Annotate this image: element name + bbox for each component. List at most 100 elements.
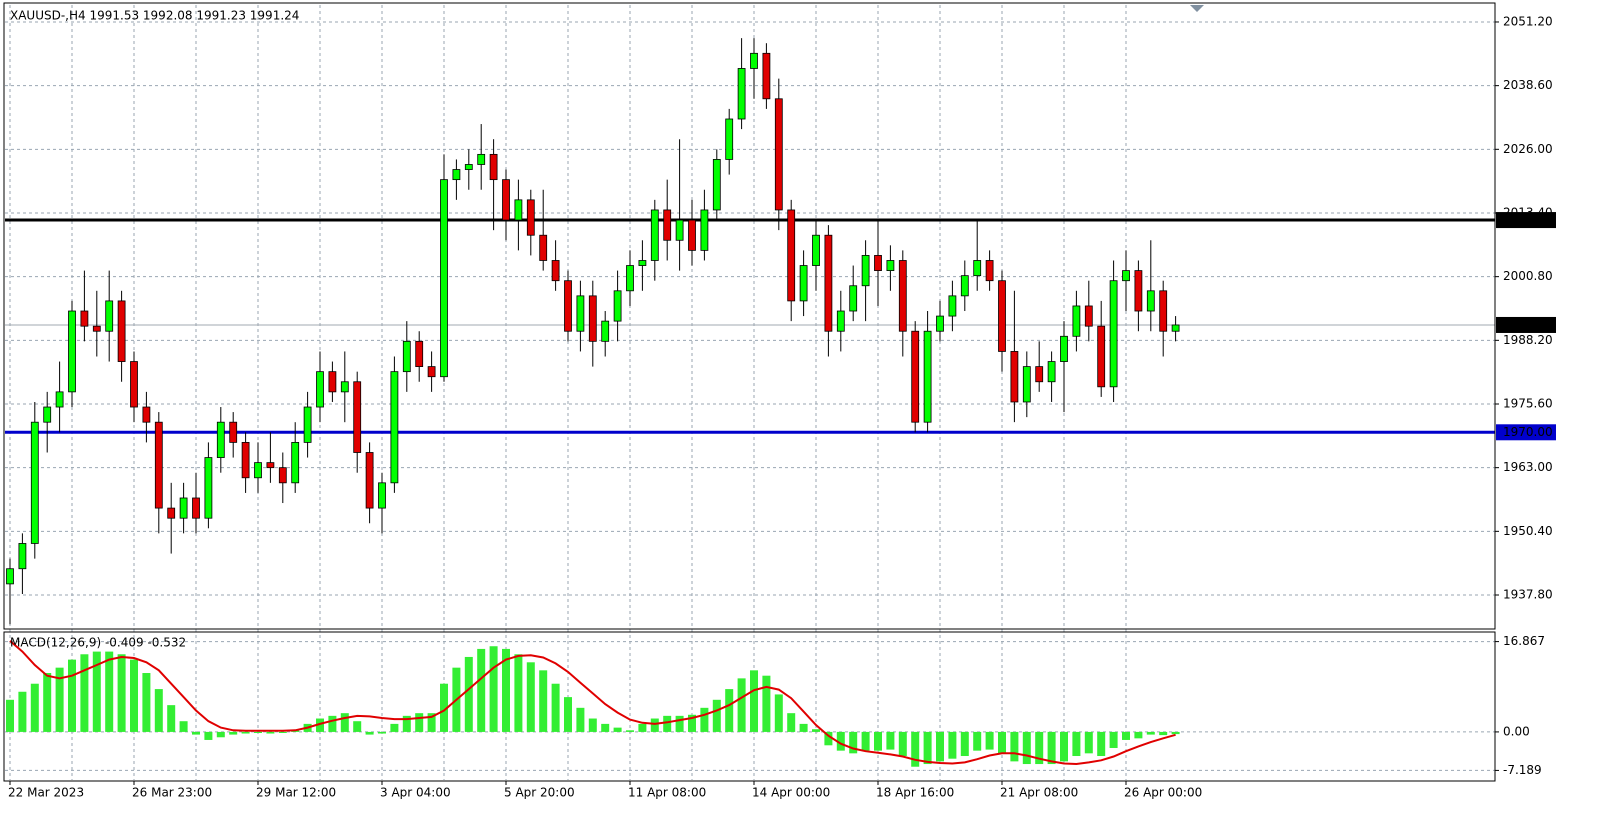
macd-bar xyxy=(142,673,151,732)
candle-body xyxy=(960,275,969,297)
x-tick-label: 11 Apr 08:00 xyxy=(628,786,706,800)
candle-body xyxy=(204,457,213,519)
candle-body xyxy=(936,315,944,332)
candle-body xyxy=(328,371,337,393)
macd-bar xyxy=(179,721,188,732)
macd-bar xyxy=(762,675,771,732)
candle-body xyxy=(415,340,424,368)
candle-body xyxy=(613,290,622,322)
shift-marker xyxy=(1190,5,1204,12)
price-label-box xyxy=(1496,424,1556,441)
candle-body xyxy=(303,406,312,443)
candle-body xyxy=(1159,290,1168,332)
macd-bar xyxy=(799,723,808,732)
macd-bar xyxy=(1060,731,1068,762)
macd-bar xyxy=(340,713,349,732)
candle-body xyxy=(6,568,14,585)
macd-bar xyxy=(812,729,820,732)
macd-bar xyxy=(712,699,721,732)
x-tick-label: 21 Apr 08:00 xyxy=(1000,786,1078,800)
price-label: 2012.00 xyxy=(1503,213,1553,227)
candle-body xyxy=(923,330,932,423)
x-tick-label: 22 Mar 2023 xyxy=(8,786,84,800)
candle-body xyxy=(92,325,101,332)
macd-bar xyxy=(6,699,14,732)
macd-bar xyxy=(613,727,622,732)
candle-body xyxy=(799,265,808,302)
macd-bar xyxy=(787,713,796,732)
candle-body xyxy=(43,406,52,423)
macd-bar xyxy=(192,731,200,735)
macd-bar xyxy=(774,694,783,732)
macd-bar xyxy=(167,705,176,732)
x-tick-label: 26 Mar 23:00 xyxy=(132,786,212,800)
candle-body xyxy=(551,260,560,282)
candle-body xyxy=(30,421,39,544)
macd-bar xyxy=(688,714,696,732)
macd-bar xyxy=(998,731,1006,754)
macd-bar xyxy=(18,691,27,732)
macd-bar xyxy=(427,713,436,732)
macd-bar xyxy=(911,731,920,767)
candle-body xyxy=(55,391,64,408)
macd-bar xyxy=(266,731,275,734)
candle-body xyxy=(390,371,399,484)
candle-body xyxy=(1084,305,1093,327)
candle-body xyxy=(998,280,1006,352)
macd-bar xyxy=(316,718,324,732)
macd-bar xyxy=(849,731,858,754)
price-label: 1970.00 xyxy=(1503,425,1553,439)
macd-bar xyxy=(737,678,746,732)
macd-bar xyxy=(1010,731,1019,762)
macd-bar xyxy=(588,718,597,732)
candle-body xyxy=(489,153,498,181)
candle-body xyxy=(254,462,262,479)
candle-body xyxy=(1134,270,1143,312)
candle-body xyxy=(452,169,461,181)
chart-title: XAUUSD-,H4 1991.53 1992.08 1991.23 1991.… xyxy=(10,9,299,23)
candle-body xyxy=(737,68,746,120)
candle-body xyxy=(502,179,510,221)
macd-bar xyxy=(650,718,659,732)
x-tick-label: 3 Apr 04:00 xyxy=(380,786,451,800)
candle-body xyxy=(154,421,163,509)
macd-bar xyxy=(254,731,262,733)
candle-body xyxy=(216,421,225,458)
macd-bar xyxy=(328,715,337,732)
y-tick-label: 2051.20 xyxy=(1503,14,1553,28)
macd-bar xyxy=(1171,731,1180,735)
candle-body xyxy=(849,285,858,312)
macd-bar xyxy=(390,723,399,732)
candle-body xyxy=(1035,366,1044,383)
candle-body xyxy=(861,255,870,287)
macd-bar xyxy=(229,731,238,735)
macd-bar xyxy=(514,654,523,732)
macd-bar xyxy=(1097,731,1106,757)
candle-body xyxy=(68,310,76,393)
macd-bar xyxy=(68,659,76,732)
macd-bar xyxy=(861,731,870,751)
candle-body xyxy=(1146,290,1155,312)
candle-body xyxy=(440,179,448,378)
macd-bar xyxy=(564,697,572,732)
macd-pane-border xyxy=(3,631,1496,782)
price-label-box xyxy=(1496,212,1556,229)
candle-body xyxy=(576,295,585,332)
candle-body xyxy=(812,234,820,266)
macd-bar xyxy=(725,689,734,732)
x-tick-label: 18 Apr 16:00 xyxy=(876,786,954,800)
macd-bar xyxy=(663,715,672,732)
macd-bar xyxy=(1122,731,1130,740)
candle-body xyxy=(179,497,188,519)
macd-bar xyxy=(464,656,473,732)
candle-body xyxy=(836,310,845,332)
macd-bar xyxy=(502,648,510,732)
macd-bar xyxy=(551,683,560,732)
candle-body xyxy=(638,260,647,266)
candle-body xyxy=(1022,366,1031,403)
macd-bar xyxy=(402,715,411,732)
price-label: 1991.24 xyxy=(1503,317,1553,331)
macd-bar xyxy=(241,731,250,734)
candle-body xyxy=(626,265,634,292)
candle-body xyxy=(564,280,572,332)
